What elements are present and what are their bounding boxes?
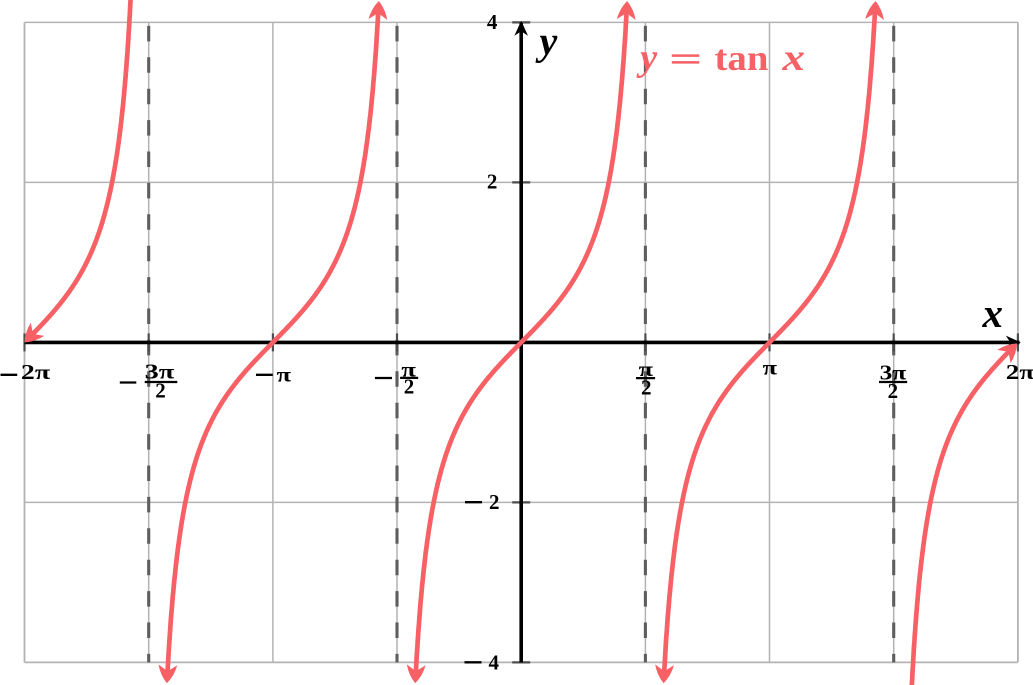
svg-text:π: π: [639, 357, 654, 381]
svg-text:x: x: [982, 290, 1004, 336]
svg-text:2π: 2π: [1006, 360, 1033, 384]
svg-text:3π: 3π: [145, 360, 175, 384]
svg-text:2: 2: [888, 379, 899, 403]
svg-text:y: y: [536, 19, 558, 64]
svg-text:π: π: [277, 362, 292, 386]
svg-text:π: π: [401, 357, 416, 381]
svg-text:π: π: [763, 356, 778, 380]
svg-text:2: 2: [487, 170, 498, 194]
svg-text:2: 2: [404, 375, 415, 399]
svg-text:2: 2: [155, 379, 166, 403]
svg-text:x: x: [781, 37, 805, 79]
svg-text:2: 2: [641, 375, 652, 399]
svg-text:y: y: [636, 37, 657, 79]
svg-text:4: 4: [489, 650, 500, 674]
svg-text:tan: tan: [715, 38, 769, 78]
svg-text:4: 4: [487, 10, 498, 34]
svg-text:3π: 3π: [880, 361, 907, 385]
svg-text:2: 2: [489, 490, 500, 514]
svg-text:2π: 2π: [21, 360, 51, 384]
